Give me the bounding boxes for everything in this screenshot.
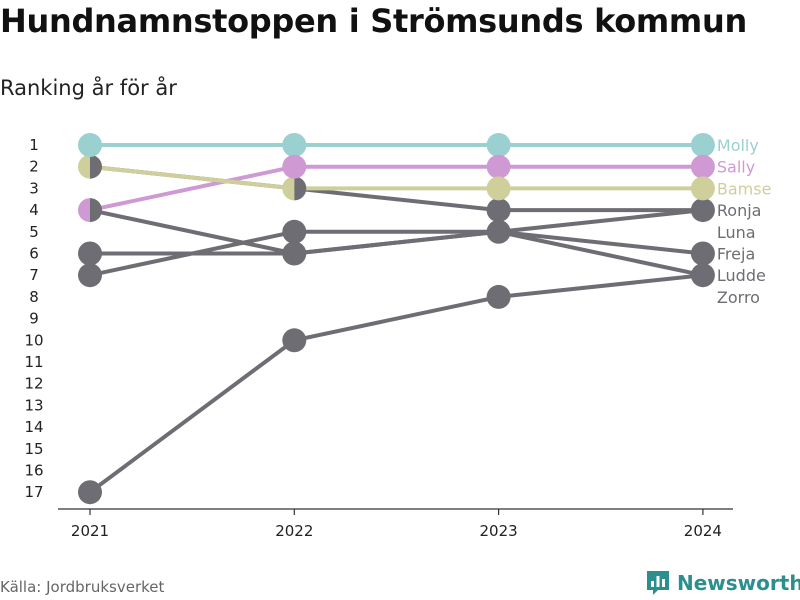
- y-tick-label: 13: [24, 396, 43, 414]
- series-label-luna: Luna: [717, 223, 756, 242]
- y-tick-label: 14: [24, 418, 43, 436]
- x-axis: 2021 2022 2023 2024: [58, 508, 733, 540]
- series-line-freja: [88, 229, 705, 256]
- x-tick-label: 2024: [684, 522, 722, 540]
- data-point: [282, 241, 307, 266]
- y-tick-label: 8: [29, 288, 39, 306]
- data-point: [486, 219, 511, 244]
- data-point: [690, 198, 715, 223]
- data-point: [690, 263, 715, 288]
- data-point: [90, 154, 102, 179]
- data-point: [486, 198, 511, 223]
- data-point: [282, 133, 307, 157]
- data-point: [78, 154, 90, 179]
- y-tick-label: 16: [24, 462, 43, 480]
- data-point: [690, 176, 715, 201]
- data-point: [282, 154, 307, 179]
- data-point: [282, 176, 295, 201]
- data-point: [282, 328, 307, 353]
- series-label-sally: Sally: [717, 158, 755, 177]
- series-label-ronja: Ronja: [717, 201, 762, 220]
- x-tick-label: 2023: [480, 522, 518, 540]
- y-tick-label: 10: [24, 331, 43, 349]
- y-tick-label: 12: [24, 375, 43, 393]
- x-tick-label: 2021: [71, 522, 109, 540]
- series-line-zorro: [88, 273, 705, 495]
- series-label-bamse: Bamse: [717, 179, 772, 198]
- y-tick-label: 3: [29, 179, 39, 197]
- data-point: [486, 133, 511, 157]
- data-point: [78, 133, 102, 157]
- series-line-sally: [88, 164, 705, 213]
- y-tick-label: 4: [29, 201, 39, 219]
- series-label-molly: Molly: [717, 136, 759, 155]
- data-point: [282, 219, 307, 244]
- chart-title: Hundnamnstoppen i Strömsunds kommun: [0, 2, 747, 40]
- data-point: [486, 154, 511, 179]
- data-point: [486, 284, 511, 309]
- data-point: [78, 480, 102, 505]
- y-tick-label: 11: [24, 353, 43, 371]
- series-label-freja: Freja: [717, 245, 755, 264]
- brand-name: Newsworthy: [677, 571, 800, 595]
- data-point: [690, 133, 715, 157]
- chart-subtitle: Ranking år för år: [0, 76, 177, 100]
- data-point: [690, 241, 715, 266]
- y-tick-label: 15: [24, 440, 43, 458]
- series-labels: Molly Sally Bamse Ronja Luna Freja Ludde Zorro: [717, 136, 772, 307]
- y-tick-label: 5: [29, 223, 39, 241]
- series-points: [78, 133, 715, 505]
- x-tick-label: 2022: [275, 522, 313, 540]
- data-point: [486, 176, 511, 201]
- series-label-zorro: Zorro: [717, 288, 760, 307]
- series-line-ludde: [88, 229, 705, 278]
- data-point: [294, 176, 307, 201]
- y-tick-label: 6: [29, 245, 39, 263]
- data-point: [78, 241, 102, 266]
- y-tick-label: 9: [29, 310, 39, 328]
- y-tick-label: 7: [29, 266, 39, 284]
- y-tick-label: 1: [29, 136, 39, 154]
- y-tick-label: 2: [29, 158, 39, 176]
- series-label-ludde: Ludde: [717, 266, 766, 285]
- series-lines: [88, 143, 705, 495]
- data-point: [690, 154, 715, 179]
- source-note: Källa: Jordbruksverket: [0, 578, 165, 596]
- y-tick-label: 17: [24, 483, 43, 501]
- series-line-bamse: [88, 164, 705, 191]
- data-point: [90, 198, 102, 223]
- brand-logo[interactable]: Newsworthy: [645, 569, 800, 597]
- data-point: [78, 263, 102, 288]
- newsworthy-logo-icon: [647, 571, 669, 595]
- data-point: [78, 198, 90, 223]
